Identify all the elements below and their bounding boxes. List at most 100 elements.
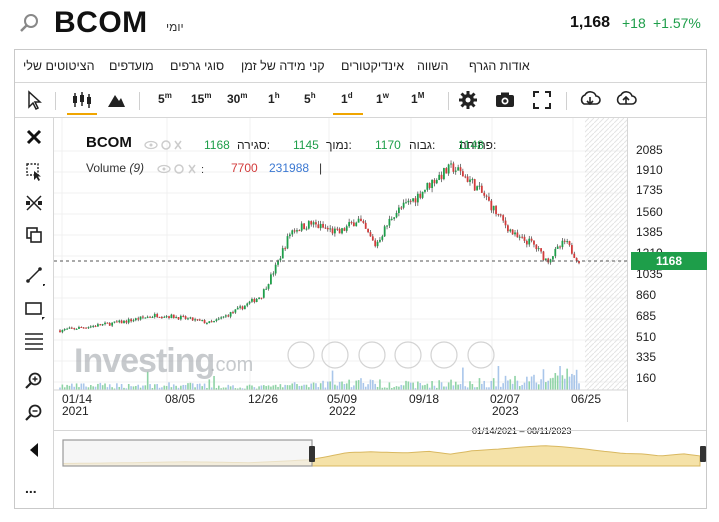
interval-5h[interactable]: 5h	[304, 91, 316, 106]
volume-bar	[239, 387, 241, 390]
menu-favorites[interactable]: מועדפים	[109, 59, 154, 73]
candle-body	[566, 241, 569, 243]
price-chart[interactable]	[54, 118, 627, 422]
zoom-in-icon[interactable]	[23, 370, 45, 392]
price-axis[interactable]: 2085 1910 1735 1560 1385 1210 1035 860 6…	[627, 118, 707, 422]
candle-body	[338, 228, 341, 234]
candle-body	[130, 319, 132, 322]
candle-body	[179, 315, 182, 320]
volume-bar	[92, 386, 94, 390]
zoom-out-icon[interactable]	[23, 402, 45, 424]
candle-body	[296, 230, 298, 232]
cursor-icon[interactable]	[23, 89, 45, 111]
volume-bar	[568, 376, 571, 390]
mountain-icon[interactable]	[105, 89, 127, 111]
menu-chart-types[interactable]: סוגי גרפים	[170, 59, 225, 73]
navigator-window[interactable]	[62, 439, 313, 467]
upload-icon[interactable]	[615, 89, 637, 111]
select-icon[interactable]	[23, 160, 45, 182]
candle-body	[419, 193, 422, 198]
volume-bar	[469, 381, 471, 390]
close-icon[interactable]	[23, 126, 45, 148]
trendline-icon[interactable]	[23, 264, 45, 286]
volume-bar	[61, 384, 64, 390]
interval-5m[interactable]: 5m	[158, 91, 172, 106]
interval-30m[interactable]: 30m	[227, 91, 248, 106]
candle-body	[556, 246, 559, 249]
volume-label: Volume	[86, 161, 127, 175]
candle-body	[440, 174, 443, 180]
y-tick-label: 685	[636, 309, 657, 323]
candle-body	[343, 228, 346, 231]
candle-body	[87, 327, 90, 329]
candle-body	[480, 185, 483, 193]
interval-1w[interactable]: 1w	[376, 91, 389, 106]
y-tick-label: 1385	[636, 225, 663, 239]
volume-bar	[495, 386, 497, 390]
clone-icon[interactable]	[23, 224, 45, 246]
gear-icon[interactable]	[457, 89, 479, 111]
legend-controls-icon[interactable]	[144, 138, 184, 152]
volume-bar	[578, 383, 580, 390]
candle-body	[523, 236, 526, 241]
candle-body	[246, 303, 249, 306]
candle-body	[272, 273, 275, 275]
volume-bar	[168, 382, 170, 390]
candlestick-icon[interactable]	[71, 89, 93, 111]
volume-controls-icon[interactable]: :	[157, 162, 209, 176]
search-icon[interactable]	[18, 12, 40, 34]
volume-bar	[104, 383, 106, 390]
camera-icon[interactable]	[494, 89, 516, 111]
interval-1h[interactable]: 1h	[268, 91, 280, 106]
y-tick-label: 1560	[636, 205, 663, 219]
x-year-label: 2023	[492, 404, 519, 418]
svg-text::: :	[201, 164, 204, 176]
interval-15m[interactable]: 15m	[191, 91, 212, 106]
navigator-handle-end[interactable]	[700, 446, 706, 462]
draw-tools-icon[interactable]	[23, 192, 45, 214]
candle-body	[94, 325, 97, 327]
volume-bar	[445, 386, 448, 390]
menu-about[interactable]: אודות הגרף	[469, 59, 530, 73]
candle-body	[452, 163, 455, 172]
interval-1M[interactable]: 1M	[411, 91, 425, 106]
volume-bar	[217, 385, 220, 390]
volume-bar	[310, 383, 313, 390]
candle-body	[191, 317, 194, 321]
volume-bar	[203, 383, 206, 390]
candle-body	[222, 316, 225, 318]
volume-bar	[523, 382, 526, 390]
volume-bar	[258, 386, 260, 390]
rectangle-icon[interactable]	[23, 298, 45, 320]
download-icon[interactable]	[579, 89, 601, 111]
watermark-suffix: .com	[210, 354, 254, 376]
y-tick-label: 1910	[636, 163, 663, 177]
range-navigator[interactable]	[54, 430, 706, 471]
volume-bar	[125, 388, 128, 390]
volume-bar	[575, 369, 578, 390]
volume-bar	[73, 386, 76, 390]
candle-body	[265, 288, 268, 290]
fibonacci-icon[interactable]	[23, 330, 45, 352]
collapse-icon[interactable]	[23, 439, 45, 461]
candle-body	[215, 319, 218, 322]
menu-indicators[interactable]: אינדיקטורים	[341, 59, 405, 73]
y-tick-label: 510	[636, 330, 657, 344]
volume-bar	[381, 387, 384, 390]
volume-bar	[146, 371, 149, 390]
more-icon[interactable]: ...	[23, 478, 45, 500]
fullscreen-icon[interactable]	[531, 89, 553, 111]
volume-bar	[260, 385, 263, 390]
candle-body	[509, 229, 512, 232]
menu-time-scales[interactable]: קני מידה של זמן	[241, 59, 325, 73]
candle-body	[310, 221, 313, 225]
candle-body	[239, 306, 242, 308]
navigator-handle-right[interactable]	[309, 446, 315, 462]
menu-compare[interactable]: השווה	[417, 59, 449, 73]
volume-bar	[563, 378, 566, 390]
volume-bar	[293, 382, 296, 390]
volume-bar	[90, 385, 92, 390]
volume-bar	[187, 383, 189, 390]
interval-1d[interactable]: 1d	[341, 91, 353, 106]
menu-my-quotes[interactable]: הציטוטים שלי	[23, 59, 95, 73]
